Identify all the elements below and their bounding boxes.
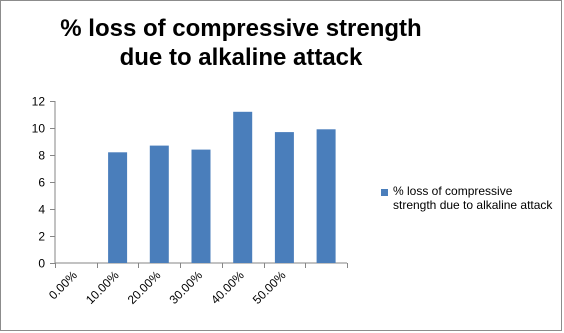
bar — [233, 111, 253, 263]
legend-key — [381, 189, 388, 196]
bar — [316, 129, 336, 263]
x-tick-label: 30.00% — [166, 268, 205, 307]
y-tick-label: 8 — [38, 149, 45, 163]
bar — [274, 132, 294, 263]
bar — [149, 145, 169, 263]
x-tick-label: 40.00% — [208, 268, 247, 307]
y-tick-label: 4 — [38, 203, 45, 217]
x-tick-label: 20.00% — [125, 268, 164, 307]
bar — [191, 149, 211, 263]
x-tick-label: 50.00% — [250, 268, 289, 307]
y-tick-label: 10 — [32, 122, 46, 136]
x-tick-label: 10.00% — [83, 268, 122, 307]
chart-title: % loss of compressive strength due to al… — [60, 15, 422, 71]
y-tick-label: 2 — [38, 230, 45, 244]
y-tick-label: 12 — [32, 95, 46, 109]
legend-label: % loss of compressive strength due to al… — [393, 184, 553, 212]
bar — [108, 152, 128, 263]
x-tick-label: 0.00% — [46, 268, 80, 302]
y-tick-label: 0 — [38, 257, 45, 271]
y-tick-label: 6 — [38, 176, 45, 190]
